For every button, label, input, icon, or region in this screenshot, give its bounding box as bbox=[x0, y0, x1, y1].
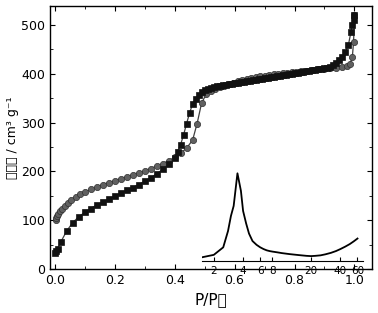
Y-axis label: 吸附量 / cm³ g⁻¹: 吸附量 / cm³ g⁻¹ bbox=[6, 96, 19, 178]
X-axis label: P/P。: P/P。 bbox=[195, 292, 228, 307]
